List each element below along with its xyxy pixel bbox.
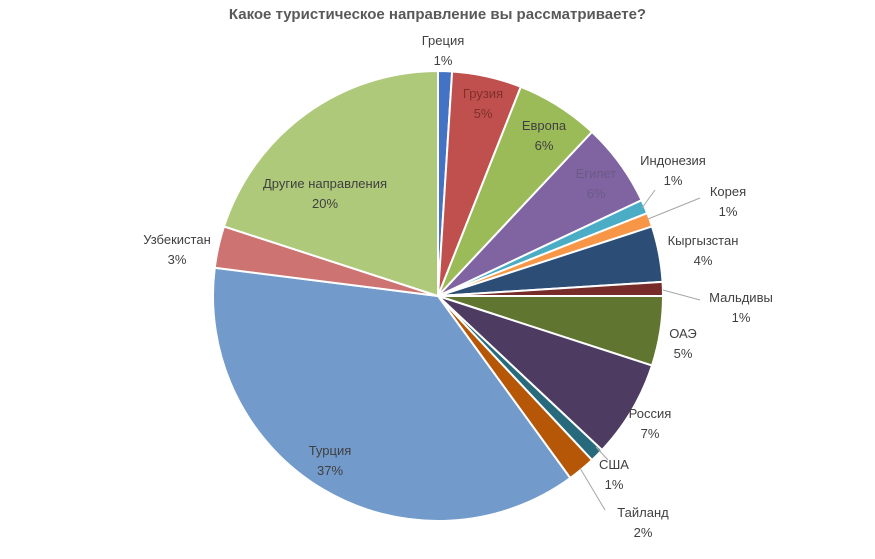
slice-category-label: Россия	[629, 406, 672, 421]
slice-category-label: Греция	[422, 33, 465, 48]
slice-category-label: Тайланд	[617, 505, 669, 520]
slice-category-label: Египет	[576, 166, 617, 181]
slice-category-label: Корея	[710, 184, 746, 199]
slice-value-label: 1%	[434, 53, 453, 68]
slice-value-label: 2%	[634, 525, 653, 540]
slice-value-label: 7%	[641, 426, 660, 441]
chart-title: Какое туристическое направление вы рассм…	[228, 6, 647, 23]
slice-category-label: США	[599, 457, 629, 472]
leader-line	[662, 289, 701, 301]
slice-category-label: Кыргызстан	[668, 233, 739, 248]
slice-category-label: Узбекистан	[143, 232, 211, 247]
slice-value-label: 3%	[168, 252, 187, 267]
slice-value-label: 1%	[664, 173, 683, 188]
leader-line	[595, 446, 609, 461]
slice-category-label: Индонезия	[640, 153, 706, 168]
slice-value-label: 20%	[312, 196, 338, 211]
pie-slice	[222, 69, 439, 298]
leader-line	[641, 189, 656, 209]
slice-category-label: Другие направления	[263, 176, 387, 191]
slice-value-label: 5%	[474, 106, 493, 121]
pie-slice	[212, 266, 572, 522]
slice-value-label: 1%	[605, 477, 624, 492]
slice-value-label: 6%	[587, 186, 606, 201]
slice-value-label: 6%	[535, 138, 554, 153]
slice-value-label: 4%	[694, 253, 713, 268]
slice-category-label: Грузия	[463, 86, 503, 101]
slice-value-label: 1%	[719, 204, 738, 219]
leader-line	[647, 197, 701, 220]
slice-category-label: Европа	[522, 118, 567, 133]
slice-value-label: 5%	[674, 346, 693, 361]
slice-category-label: ОАЭ	[669, 326, 697, 341]
slice-value-label: 37%	[317, 463, 343, 478]
leader-line	[579, 467, 606, 511]
slice-category-label: Турция	[309, 443, 352, 458]
slice-value-label: 1%	[732, 310, 751, 325]
slice-category-label: Мальдивы	[709, 290, 773, 305]
